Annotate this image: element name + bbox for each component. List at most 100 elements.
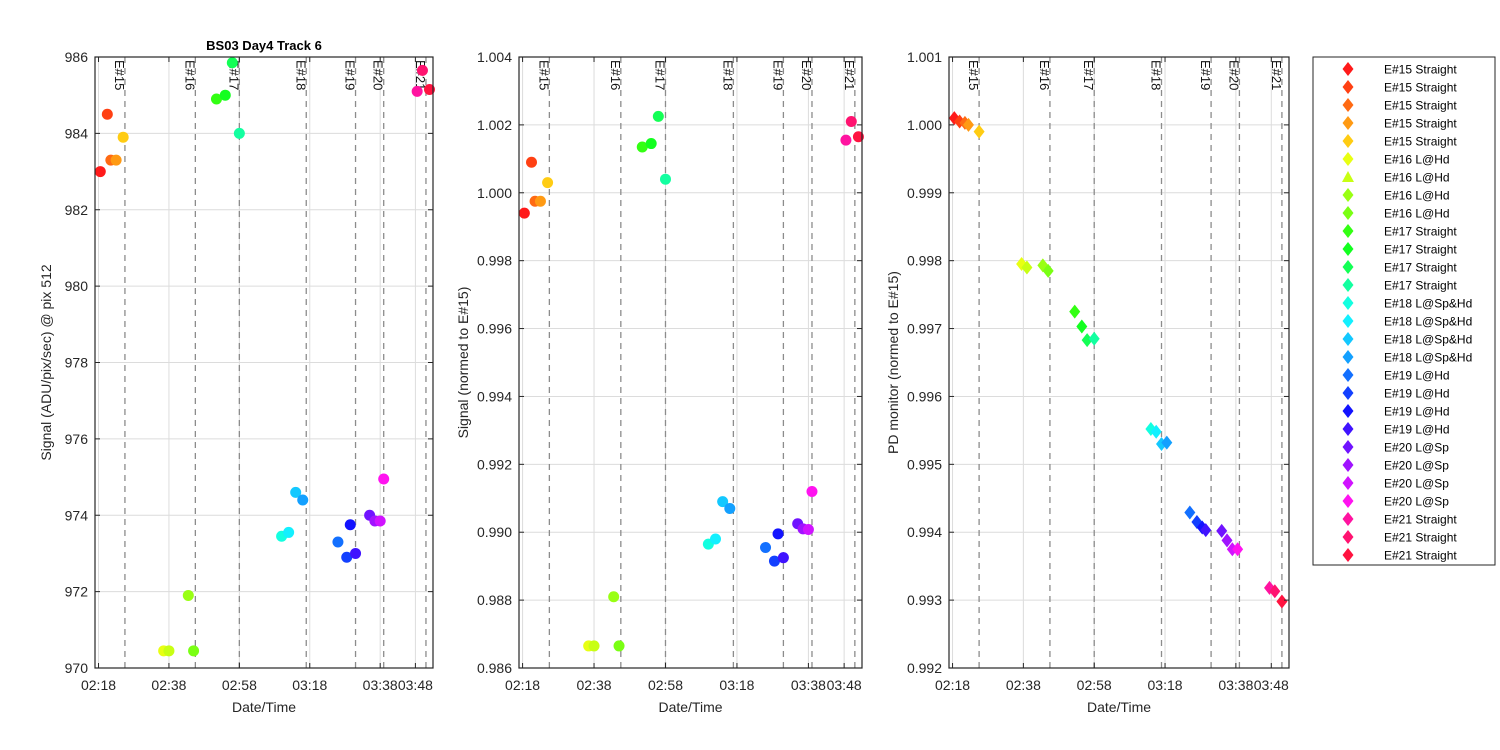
data-point-circle	[777, 552, 789, 564]
data-point-circle	[219, 89, 231, 101]
legend-diamond-marker	[1342, 386, 1354, 400]
legend-label: E#15 Straight	[1384, 117, 1457, 131]
x-tick-label: 03:38	[1218, 677, 1253, 693]
y-tick-label: 1.000	[907, 117, 942, 133]
y-tick-label: 976	[65, 431, 89, 447]
legend-diamond-marker	[1342, 476, 1354, 490]
data-point-circle	[710, 533, 722, 545]
event-label: E#20	[371, 60, 386, 90]
y-tick-label: 0.997	[907, 321, 942, 337]
legend-label: E#17 Straight	[1384, 261, 1457, 275]
data-point-circle	[423, 83, 435, 95]
data-point-diamond	[1232, 542, 1244, 557]
data-markers	[948, 111, 1288, 609]
legend-diamond-marker	[1342, 458, 1354, 472]
data-point-circle	[659, 173, 671, 185]
legend-label: E#19 L@Hd	[1384, 387, 1450, 401]
data-point-circle	[110, 154, 122, 166]
data-point-circle	[290, 486, 302, 498]
y-tick-label: 0.999	[907, 185, 942, 201]
grid	[95, 56, 433, 669]
event-label: E#15	[966, 60, 981, 90]
chart-panel-2: E#15 E#16 E#17 E#18 E#19 E#20 E#21 0.986 0.988 0.…	[455, 49, 864, 715]
legend-label: E#15 Straight	[1384, 63, 1457, 77]
event-label: E#18	[1149, 60, 1164, 90]
legend-label: E#15 Straight	[1384, 81, 1457, 95]
y-tick-label: 0.998	[907, 253, 942, 269]
legend-label: E#19 L@Hd	[1384, 369, 1450, 383]
legend-diamond-marker	[1342, 98, 1354, 112]
y-axis-label: Signal (normed to E#15)	[455, 287, 471, 439]
data-point-circle	[332, 536, 344, 548]
legend-diamond-marker	[1342, 548, 1354, 562]
data-point-circle	[378, 473, 390, 485]
grid	[519, 56, 862, 669]
y-tick-label: 0.986	[477, 660, 512, 676]
event-label: E#18	[720, 60, 735, 90]
event-label: E#21	[842, 60, 857, 90]
data-point-circle	[297, 494, 309, 506]
event-label: E#21	[1269, 60, 1284, 90]
data-point-circle	[341, 551, 353, 563]
legend-item: E#16 L@Hd	[1342, 171, 1450, 185]
data-point-diamond	[1221, 533, 1233, 548]
y-tick-label: 974	[65, 507, 89, 523]
x-tick-label: 03:38	[363, 677, 398, 693]
legend-label: E#15 Straight	[1384, 135, 1457, 149]
legend-label: E#17 Straight	[1384, 279, 1457, 293]
x-tick-label: 02:58	[222, 677, 257, 693]
legend-item: E#15 Straight	[1342, 98, 1457, 113]
legend-diamond-marker	[1342, 440, 1354, 454]
legend-item: E#20 L@Sp	[1342, 458, 1449, 473]
y-tick-label: 972	[65, 584, 89, 600]
legend-item: E#17 Straight	[1342, 242, 1457, 257]
data-point-circle	[717, 496, 729, 508]
event-label: E#16	[608, 60, 623, 90]
legend-diamond-marker	[1342, 134, 1354, 148]
event-label: E#19	[343, 60, 358, 90]
legend-label: E#16 L@Hd	[1384, 153, 1450, 167]
y-tick-label: 1.004	[477, 49, 512, 65]
legend-diamond-marker	[1342, 224, 1354, 238]
data-point-circle	[588, 640, 600, 652]
x-tick-label: 03:18	[292, 677, 327, 693]
y-tick-label: 1.002	[477, 117, 512, 133]
legend-label: E#18 L@Sp&Hd	[1384, 297, 1472, 311]
x-axis-label: Date/Time	[232, 699, 296, 715]
legend-item: E#18 L@Sp&Hd	[1342, 332, 1472, 347]
data-point-circle	[768, 555, 780, 567]
data-point-diamond	[1021, 260, 1033, 275]
legend-item: E#16 L@Hd	[1342, 206, 1450, 221]
legend-item: E#19 L@Hd	[1342, 422, 1450, 437]
y-tick-label: 0.995	[907, 456, 942, 472]
data-point-diamond	[962, 117, 974, 132]
legend-label: E#20 L@Sp	[1384, 459, 1449, 473]
legend-label: E#18 L@Sp&Hd	[1384, 315, 1472, 329]
event-label: E#15	[536, 60, 551, 90]
legend-diamond-marker	[1342, 116, 1354, 130]
data-point-circle	[350, 547, 362, 559]
x-tick-label: 02:18	[505, 677, 540, 693]
chart-title: BS03 Day4 Track 6	[206, 38, 322, 53]
event-label: E#18	[293, 60, 308, 90]
x-tick-label: 02:18	[81, 677, 116, 693]
data-point-circle	[344, 519, 356, 531]
data-markers	[518, 110, 864, 652]
data-point-diamond	[1150, 424, 1162, 439]
x-tick-label: 02:38	[151, 677, 186, 693]
data-point-circle	[652, 110, 664, 122]
x-tick-label: 02:58	[1077, 677, 1112, 693]
data-point-circle	[852, 131, 864, 143]
legend-diamond-marker	[1342, 404, 1354, 418]
x-axis-label: Date/Time	[658, 699, 722, 715]
data-point-diamond	[1269, 584, 1281, 599]
legend-label: E#20 L@Sp	[1384, 495, 1449, 509]
data-point-circle	[845, 115, 857, 127]
legend-label: E#21 Straight	[1384, 531, 1457, 545]
y-tick-label: 980	[65, 278, 89, 294]
x-tick-label: 02:38	[577, 677, 612, 693]
data-point-diamond	[1184, 505, 1196, 520]
data-point-circle	[374, 515, 386, 527]
x-tick-label: 02:38	[1006, 677, 1041, 693]
legend-diamond-marker	[1342, 314, 1354, 328]
